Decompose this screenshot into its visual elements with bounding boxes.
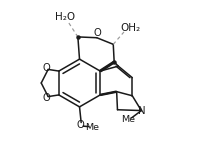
Text: Me: Me	[121, 116, 135, 124]
Text: O: O	[42, 93, 50, 103]
Text: Me: Me	[85, 123, 99, 132]
Text: OH₂: OH₂	[120, 23, 140, 33]
Text: O: O	[42, 63, 50, 73]
Text: O: O	[94, 28, 101, 38]
Text: O: O	[77, 121, 84, 130]
Text: H₂O: H₂O	[55, 12, 75, 22]
Text: N: N	[138, 106, 145, 116]
